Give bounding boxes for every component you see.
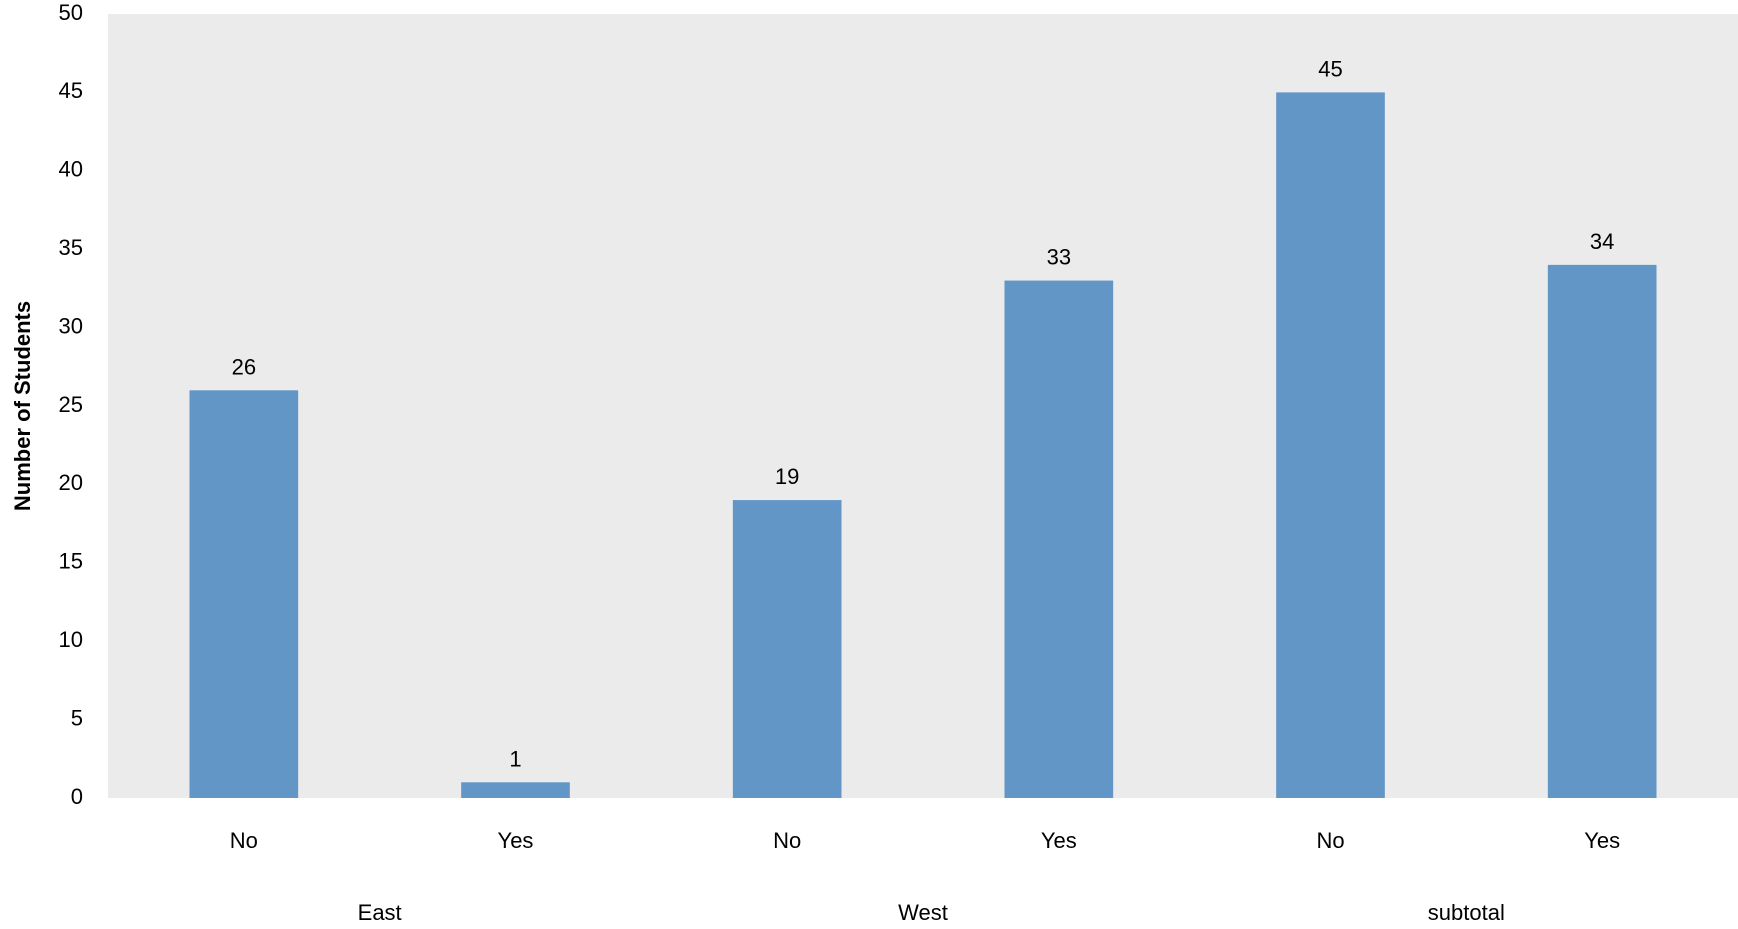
x-category-label: Yes xyxy=(498,828,534,853)
x-category-label: No xyxy=(773,828,801,853)
y-tick-label: 10 xyxy=(59,627,83,652)
bar xyxy=(1004,280,1114,798)
y-tick-label: 50 xyxy=(59,0,83,25)
x-category-label: Yes xyxy=(1041,828,1077,853)
x-group-label: subtotal xyxy=(1428,900,1505,925)
x-axis-categories: No Yes No Yes No Yes xyxy=(230,828,1620,853)
bar-value-label: 34 xyxy=(1590,229,1614,254)
x-group-label: West xyxy=(898,900,948,925)
bar-value-label: 19 xyxy=(775,464,799,489)
x-category-label: Yes xyxy=(1584,828,1620,853)
y-tick-label: 5 xyxy=(71,705,83,730)
y-axis-title: Number of Students xyxy=(10,301,35,511)
bar-value-label: 1 xyxy=(509,746,521,771)
y-tick-label: 20 xyxy=(59,470,83,495)
x-category-label: No xyxy=(230,828,258,853)
bar xyxy=(189,390,299,798)
bar xyxy=(732,500,842,798)
bar xyxy=(1276,92,1385,798)
y-tick-label: 30 xyxy=(59,313,83,338)
y-axis: 0 5 10 15 20 25 30 35 40 45 50 xyxy=(59,0,83,809)
y-tick-label: 35 xyxy=(59,235,83,260)
bar-value-label: 26 xyxy=(232,354,256,379)
bar-value-label: 45 xyxy=(1318,56,1342,81)
y-tick-label: 40 xyxy=(59,157,83,182)
plot-area xyxy=(108,14,1738,798)
x-group-label: East xyxy=(358,900,402,925)
bar xyxy=(461,782,570,798)
bar-value-label: 33 xyxy=(1047,245,1071,270)
x-category-label: No xyxy=(1316,828,1344,853)
x-axis-groups: East West subtotal xyxy=(358,900,1505,925)
y-tick-label: 45 xyxy=(59,78,83,103)
bar xyxy=(1547,264,1657,798)
y-tick-label: 15 xyxy=(59,549,83,574)
y-tick-label: 0 xyxy=(71,784,83,809)
bar-series: 26 1 19 33 45 34 xyxy=(189,56,1657,798)
y-tick-label: 25 xyxy=(59,392,83,417)
